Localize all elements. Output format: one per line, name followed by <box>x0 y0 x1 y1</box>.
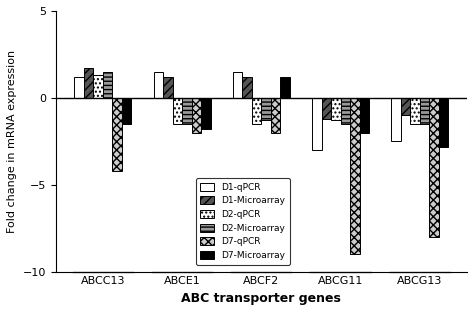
Bar <box>84 68 93 98</box>
Legend: D1-qPCR, D1-Microarray, D2-qPCR, D2-Microarray, D7-qPCR, D7-Microarray: D1-qPCR, D1-Microarray, D2-qPCR, D2-Micr… <box>196 178 290 265</box>
Bar <box>401 98 410 115</box>
Bar <box>420 98 429 124</box>
Bar <box>271 98 280 133</box>
Bar <box>410 98 420 124</box>
Bar <box>331 98 341 120</box>
Bar <box>103 72 112 98</box>
Bar <box>122 98 131 124</box>
Bar <box>280 77 290 98</box>
Bar <box>112 98 122 171</box>
Bar <box>163 77 173 98</box>
Bar <box>201 98 210 129</box>
Y-axis label: Fold change in mRNA expression: Fold change in mRNA expression <box>7 50 17 233</box>
Bar <box>233 72 242 98</box>
Bar <box>173 98 182 124</box>
Bar <box>429 98 439 237</box>
Bar <box>360 98 369 133</box>
Bar <box>341 98 350 124</box>
Bar <box>392 98 401 141</box>
Bar <box>191 98 201 133</box>
Bar <box>252 98 261 124</box>
Bar <box>242 77 252 98</box>
Bar <box>312 98 321 150</box>
X-axis label: ABC transporter genes: ABC transporter genes <box>182 292 341 305</box>
Bar <box>182 98 191 124</box>
Bar <box>74 77 84 98</box>
Bar <box>154 72 163 98</box>
Bar <box>93 75 103 98</box>
Bar <box>439 98 448 147</box>
Bar <box>350 98 360 254</box>
Bar <box>261 98 271 120</box>
Bar <box>321 98 331 119</box>
